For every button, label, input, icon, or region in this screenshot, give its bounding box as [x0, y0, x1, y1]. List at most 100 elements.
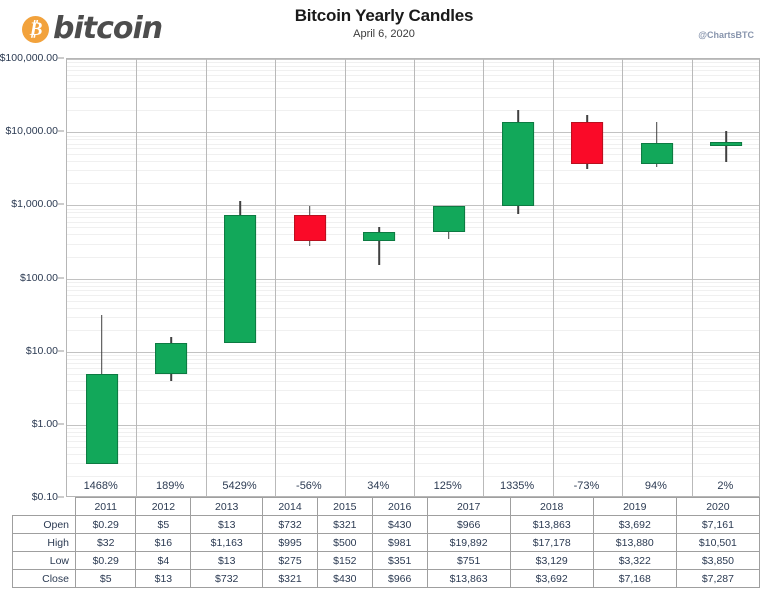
candle-body	[710, 142, 743, 146]
gridline-major	[67, 351, 759, 353]
candlestick-2011	[67, 59, 136, 496]
gridline-minor	[67, 62, 759, 64]
gridline-minor	[67, 97, 759, 99]
gridline-minor	[67, 256, 759, 258]
y-axis-tick-label: $100,000.00	[0, 52, 58, 64]
gridline-vertical	[136, 59, 138, 496]
table-cell: $16	[135, 533, 192, 552]
gridline-minor	[67, 431, 759, 433]
percent-change-2017: 1335%	[499, 480, 535, 492]
gridline-minor	[67, 281, 759, 283]
table-cell: $5	[74, 569, 137, 588]
table-header-year: 2013	[190, 497, 264, 516]
table-cell: $0.29	[74, 551, 137, 570]
gridline-vertical	[344, 59, 346, 496]
y-axis-tick-label: $10,000.00	[5, 125, 58, 138]
gridline-minor	[67, 212, 759, 214]
table-cell: $13,880	[592, 533, 677, 552]
percent-change-2014: -56%	[296, 480, 322, 492]
y-axis-tick-mark	[58, 496, 64, 498]
table-header-year: 2020	[675, 497, 761, 516]
table-cell: $995	[262, 533, 318, 552]
table-cell: $3,692	[592, 515, 677, 534]
gridline-minor	[67, 402, 759, 404]
gridline-minor	[67, 316, 759, 318]
table-cell: $966	[371, 569, 428, 588]
table-cell: $13,863	[426, 569, 511, 588]
gridline-vertical	[622, 59, 624, 496]
table-cell: $3,322	[592, 551, 677, 570]
gridline-minor	[67, 208, 759, 210]
candle-body	[363, 232, 396, 242]
candlestick-2018	[553, 59, 622, 496]
candle-wick	[725, 130, 728, 163]
gridline-minor	[67, 243, 759, 245]
gridline-minor	[67, 380, 759, 382]
table-header-year: 2015	[316, 497, 373, 516]
watermark-handle: @ChartsBTC	[698, 30, 754, 40]
table-cell: $1,163	[190, 533, 264, 552]
percent-change-2015: 34%	[367, 480, 390, 492]
table-row: Open $0.29 $5 $13 $732 $321 $430 $966 $13,863 $3,…	[12, 515, 761, 534]
table-row-label-high: High	[12, 533, 76, 552]
gridline-minor	[67, 227, 759, 229]
gridline-minor	[67, 139, 759, 141]
candle-body	[224, 215, 257, 344]
bitcoin-logo: ₿ bitcoin	[22, 14, 163, 44]
y-axis-tick-mark	[58, 350, 64, 352]
table-row-label-open: Open	[12, 515, 76, 534]
gridline-minor	[67, 143, 759, 145]
table-cell: $430	[371, 515, 428, 534]
candle-body	[155, 343, 188, 374]
percent-change-2013: 5429%	[222, 480, 257, 492]
gridline-minor	[67, 307, 759, 309]
table-cell: $732	[190, 569, 264, 588]
table-row-label-low: Low	[12, 551, 76, 570]
percent-change-2012: 189%	[156, 480, 185, 492]
table-header-year: 2016	[371, 497, 428, 516]
gridline-minor	[67, 436, 759, 438]
table-row-years: 2011 2012 2013 2014 2015 2016 2017 2018 2019 2020	[13, 497, 761, 516]
y-axis-tick-mark	[58, 203, 64, 205]
gridline-minor	[67, 355, 759, 356]
table-cell: $321	[316, 515, 373, 534]
candlestick-2013	[206, 59, 275, 496]
table-row-label-close: Close	[12, 569, 76, 588]
y-axis-tick-label: $10.00	[25, 344, 58, 357]
table-row: Low $0.29 $4 $13 $275 $152 $351 $751 $3,129 $3,32…	[12, 551, 761, 570]
gridline-minor	[67, 154, 759, 156]
gridline-minor	[67, 476, 759, 477]
table-cell: $7,287	[675, 569, 761, 588]
gridline-minor	[67, 289, 759, 291]
gridline-vertical	[552, 59, 554, 496]
table-cell: $4	[135, 551, 192, 570]
gridline-minor	[67, 367, 759, 369]
gridline-minor	[67, 148, 759, 150]
gridline-minor	[67, 70, 759, 72]
table-cell: $32	[74, 533, 137, 552]
table-row: Close $5 $13 $732 $321 $430 $966 $13,863 $3,692 $…	[12, 569, 761, 588]
table-cell: $10,501	[675, 533, 761, 552]
table-cell: $275	[262, 551, 318, 570]
candle-body	[293, 215, 326, 242]
gridline-minor	[67, 358, 759, 360]
table-header-year: 2011	[74, 497, 137, 516]
candle-wick	[378, 227, 381, 266]
table-cell: $13	[135, 569, 192, 588]
table-cell: $3,850	[675, 551, 761, 570]
bitcoin-coin-icon: ₿	[22, 15, 49, 43]
gridline-minor	[67, 66, 759, 68]
y-axis-tick-mark	[58, 423, 64, 425]
y-axis-tick-label: $0.10	[31, 491, 58, 503]
candle-body	[85, 373, 118, 465]
gridline-vertical	[275, 59, 277, 496]
table-row: High $32 $16 $1,163 $995 $500 $981 $19,892 $17,1…	[12, 533, 761, 552]
candlestick-2017	[483, 59, 552, 496]
gridline-minor	[67, 221, 759, 223]
percent-change-2016: 125%	[433, 480, 462, 492]
gridline-major	[67, 424, 759, 426]
percent-change-2018: -73%	[573, 480, 600, 492]
table-cell: $966	[426, 515, 511, 534]
gridline-major	[67, 59, 759, 60]
